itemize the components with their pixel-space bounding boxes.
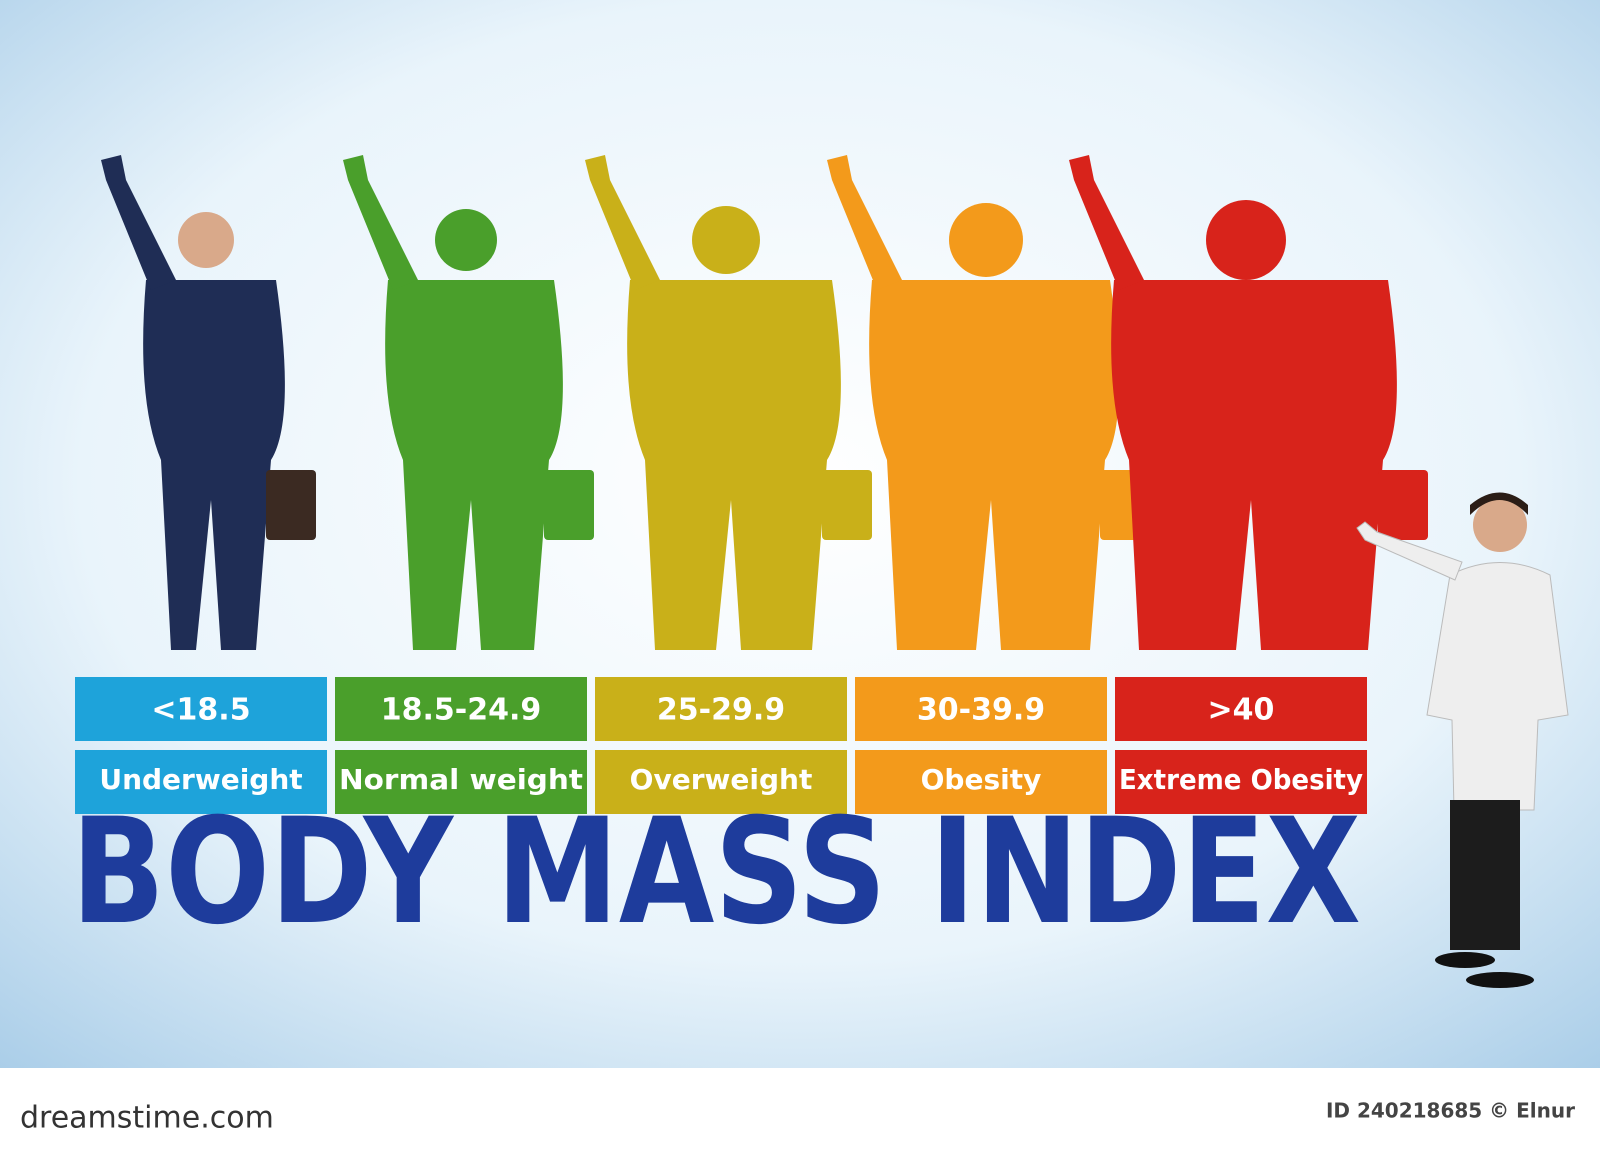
body: [143, 280, 285, 650]
head: [1206, 200, 1286, 280]
bmi-scale: <18.5 Underweight 18.5-24.9 Normal weight 25…: [75, 677, 1367, 814]
briefcase: [544, 470, 594, 540]
raised-arm: [343, 155, 418, 290]
label-box: [855, 750, 1107, 814]
head: [692, 206, 760, 274]
label-box: [1115, 750, 1367, 814]
label-box: [595, 750, 847, 814]
label-text: Obesity: [921, 763, 1042, 796]
figure: [101, 155, 316, 650]
raised-arm: [585, 155, 660, 290]
range-box: [595, 677, 847, 741]
body: [1111, 280, 1397, 650]
body: [869, 280, 1119, 650]
figures: [101, 155, 1428, 650]
figure: [343, 155, 594, 650]
label-text: Underweight: [99, 763, 302, 796]
label-text: Overweight: [630, 763, 813, 796]
body: [385, 280, 563, 650]
body: [627, 280, 841, 650]
range-box: [335, 677, 587, 741]
footer-bar: [0, 1068, 1600, 1157]
range-box: [855, 677, 1107, 741]
briefcase: [822, 470, 872, 540]
raised-arm: [827, 155, 902, 290]
raised-arm: [101, 155, 176, 290]
raised-arm: [1069, 155, 1144, 290]
label-text: Extreme Obesity: [1119, 763, 1363, 796]
footer-site: dreamstime.com: [20, 1101, 274, 1136]
range-text: 18.5-24.9: [381, 693, 542, 728]
head: [178, 212, 234, 268]
briefcase: [1378, 470, 1428, 540]
doctor: [1356, 492, 1569, 988]
range-text: 30-39.9: [917, 693, 1045, 728]
range-text: 25-29.9: [657, 693, 785, 728]
range-box: [1115, 677, 1367, 741]
figure: [1069, 155, 1428, 650]
label-box: [75, 750, 327, 814]
figure: [585, 155, 872, 650]
range-text: >40: [1208, 693, 1275, 728]
footer-credit: ID 240218685 © Elnur: [1326, 1099, 1575, 1123]
label-text: Normal weight: [339, 763, 583, 796]
label-box: [335, 750, 587, 814]
range-text: <18.5: [151, 693, 250, 728]
head: [949, 203, 1023, 277]
briefcase: [266, 470, 316, 540]
range-box: [75, 677, 327, 741]
head: [435, 209, 497, 271]
title: BODY MASS INDEX: [71, 787, 1361, 957]
figure: [827, 155, 1150, 650]
